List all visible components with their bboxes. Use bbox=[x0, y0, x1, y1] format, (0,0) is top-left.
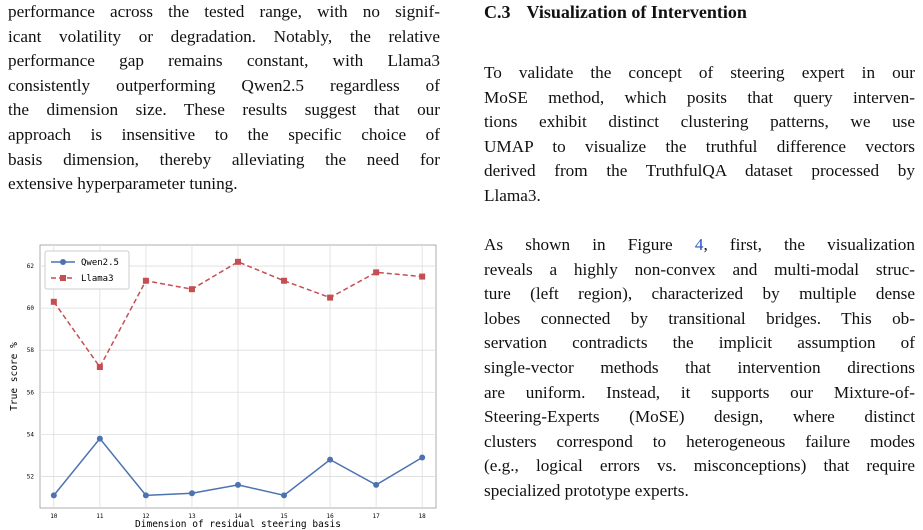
y-axis-label: True score % bbox=[9, 342, 20, 411]
text-line: clusters correspond to heterogeneous fai… bbox=[484, 431, 915, 451]
y-tick-label: 62 bbox=[27, 263, 35, 270]
data-point bbox=[188, 490, 195, 497]
text-line: (e.g., logical errors vs. misconceptions… bbox=[484, 456, 915, 476]
text-line: UMAP to visualize the truthful differenc… bbox=[484, 136, 915, 156]
text-line: performance across the tested range, wit… bbox=[8, 2, 440, 21]
legend-label: Qwen2.5 bbox=[81, 258, 119, 268]
text-line: consistently outperforming Qwen2.5 regar… bbox=[8, 75, 440, 95]
chart: 52 54 56 58 60 62 10 11 12 13 14 15 16 17 18 Dimension … bbox=[9, 244, 437, 530]
data-point bbox=[373, 481, 380, 488]
left-column: performance across the tested range, wit… bbox=[8, 0, 440, 197]
x-tick-label: 13 bbox=[188, 513, 196, 520]
x-tick-label: 10 bbox=[50, 513, 58, 520]
data-point bbox=[96, 435, 103, 442]
text-line: single-vector methods that intervention … bbox=[484, 357, 915, 377]
data-point bbox=[142, 277, 149, 284]
text-line: ture (left region), characterized by mul… bbox=[484, 284, 915, 304]
data-point bbox=[327, 456, 334, 463]
data-point bbox=[281, 277, 288, 284]
y-tick-label: 52 bbox=[27, 473, 35, 480]
legend-marker bbox=[60, 275, 66, 281]
text-line: the dimension size. These results sugges… bbox=[8, 100, 440, 120]
text-line: derived from the TruthfulQA dataset proc… bbox=[484, 161, 915, 181]
text-line: are uniform. Instead, it supports our Mi… bbox=[484, 382, 915, 402]
figure-ref[interactable]: 4 bbox=[694, 235, 704, 254]
data-point bbox=[235, 481, 241, 488]
section-heading: C.3 Visualization of Intervention bbox=[484, 2, 747, 23]
x-tick-label: 16 bbox=[326, 513, 334, 520]
y-tick-label: 60 bbox=[27, 305, 35, 312]
data-point bbox=[50, 298, 57, 305]
data-point bbox=[419, 273, 426, 280]
data-point bbox=[50, 492, 57, 499]
data-point bbox=[235, 258, 241, 265]
x-tick-label: 15 bbox=[280, 513, 288, 520]
text-line: basis dimension, thereby alleviating the… bbox=[8, 149, 440, 169]
x-tick-label: 17 bbox=[373, 513, 381, 520]
x-tick-label: 11 bbox=[96, 513, 104, 520]
data-point bbox=[188, 286, 195, 293]
x-tick-label: 12 bbox=[142, 513, 150, 520]
section-title: Visualization of Intervention bbox=[526, 2, 747, 22]
paragraph: As shown in Figure 4, first, the visuali… bbox=[484, 233, 915, 504]
x-tick-label: 14 bbox=[234, 513, 242, 520]
data-point bbox=[142, 492, 149, 499]
text-line: Steering-Experts (MoSE) design, where di… bbox=[484, 407, 915, 427]
text-span: As shown in Figure bbox=[484, 235, 695, 254]
legend-marker bbox=[60, 259, 66, 265]
text-line: performance gap remains constant, with L… bbox=[8, 51, 440, 71]
text-line: icant volatility or degradation. Notably… bbox=[8, 26, 440, 46]
text-line: To validate the concept of steering expe… bbox=[484, 63, 915, 82]
data-point bbox=[327, 294, 334, 301]
section-number: C.3 bbox=[484, 2, 511, 22]
text-line: extensive hyperparameter tuning. bbox=[8, 174, 238, 194]
data-point bbox=[373, 269, 380, 276]
x-tick-label: 18 bbox=[419, 513, 427, 520]
paragraph: To validate the concept of steering expe… bbox=[484, 61, 915, 209]
x-axis-label: Dimension of residual steering basis bbox=[135, 519, 341, 530]
text-line: lobes connected by transitional bridges.… bbox=[484, 308, 915, 328]
text-line: Llama3. bbox=[484, 185, 541, 205]
text-line: reveals a highly non-convex and multi-mo… bbox=[484, 259, 915, 279]
series-line bbox=[53, 260, 423, 369]
y-tick-label: 54 bbox=[27, 431, 35, 438]
text-line: tions exhibit distinct clustering patter… bbox=[484, 112, 915, 132]
data-point bbox=[96, 364, 103, 371]
y-tick-label: 56 bbox=[27, 389, 35, 396]
text-line: approach is insensitive to the specific … bbox=[8, 124, 440, 144]
data-point bbox=[419, 454, 426, 461]
text-line: specialized prototype experts. bbox=[484, 480, 689, 500]
text-line: MoSE method, which posits that query int… bbox=[484, 87, 915, 107]
text-line: servation contradicts the implicit assum… bbox=[484, 333, 915, 353]
text-span: , first, the visualization bbox=[703, 235, 915, 254]
y-tick-label: 58 bbox=[27, 347, 35, 354]
text-line: As shown in Figure 4, first, the visuali… bbox=[484, 233, 915, 258]
legend-label: Llama3 bbox=[81, 274, 114, 284]
legend: Qwen2.5 Llama3 bbox=[44, 250, 130, 290]
data-point bbox=[281, 492, 288, 499]
